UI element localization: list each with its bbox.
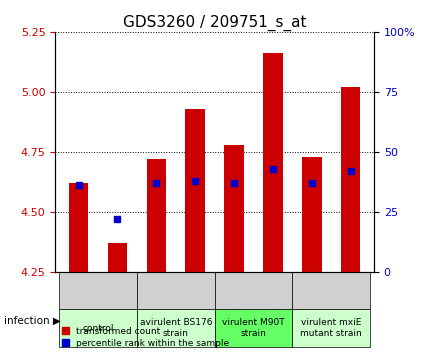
FancyBboxPatch shape bbox=[215, 309, 292, 347]
Title: GDS3260 / 209751_s_at: GDS3260 / 209751_s_at bbox=[123, 14, 306, 30]
FancyBboxPatch shape bbox=[292, 272, 370, 309]
Bar bbox=[185, 109, 205, 272]
Text: infection ▶: infection ▶ bbox=[4, 315, 61, 325]
Text: avirulent BS176
strain: avirulent BS176 strain bbox=[139, 319, 212, 338]
Text: control: control bbox=[82, 324, 114, 333]
FancyBboxPatch shape bbox=[59, 309, 137, 347]
Text: virulent mxiE
mutant strain: virulent mxiE mutant strain bbox=[300, 319, 362, 338]
Bar bbox=[69, 183, 88, 272]
Text: virulent M90T
strain: virulent M90T strain bbox=[222, 319, 285, 338]
FancyBboxPatch shape bbox=[59, 272, 137, 309]
FancyBboxPatch shape bbox=[292, 309, 370, 347]
FancyBboxPatch shape bbox=[137, 272, 215, 309]
Bar bbox=[224, 145, 244, 272]
Bar bbox=[147, 159, 166, 272]
Bar bbox=[341, 87, 360, 272]
FancyBboxPatch shape bbox=[137, 309, 215, 347]
Legend: transformed count, percentile rank within the sample: transformed count, percentile rank withi… bbox=[60, 325, 231, 349]
Bar bbox=[302, 157, 322, 272]
Bar bbox=[108, 243, 127, 272]
Bar bbox=[263, 53, 283, 272]
FancyBboxPatch shape bbox=[215, 272, 292, 309]
